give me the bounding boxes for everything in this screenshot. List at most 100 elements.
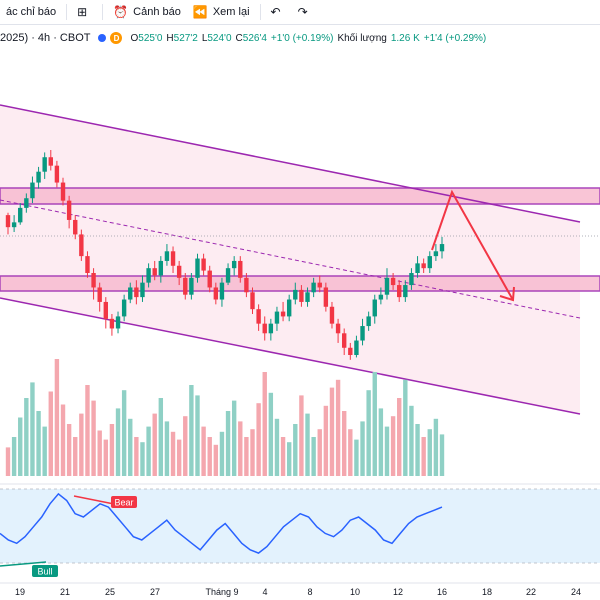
candle-body	[60, 182, 66, 201]
volume-bar	[341, 411, 347, 476]
candle-body	[250, 292, 255, 310]
volume-bar	[360, 421, 365, 476]
volume-bar	[103, 439, 109, 476]
candle-body	[152, 268, 157, 276]
symbol-title[interactable]: 2025) · 4h · CBOT	[0, 32, 91, 44]
volume-value: 1.26 K	[390, 32, 420, 44]
volume-bar	[66, 424, 72, 476]
bull-divergence-line	[0, 561, 47, 567]
volume-bar	[280, 437, 286, 476]
candle-body	[42, 157, 47, 172]
symbol-legend: 2025) · 4h · CBOT D O 525'0 H 527'2 L 52…	[0, 30, 486, 46]
x-axis-tick-label: 21	[60, 587, 70, 597]
redo-button[interactable]: ↷	[292, 0, 319, 24]
candle-body	[403, 285, 408, 298]
volume-bar	[274, 418, 280, 476]
volume-bar	[305, 413, 310, 476]
volume-bar	[219, 431, 225, 476]
x-axis-tick-label: 16	[437, 587, 447, 597]
volume-bar	[158, 398, 164, 476]
volume-bar	[366, 390, 371, 476]
volume-bar	[79, 413, 84, 476]
channel-lower-line	[0, 297, 581, 415]
candle-body	[73, 219, 78, 235]
candle-body	[409, 273, 414, 286]
candle-body	[97, 287, 102, 302]
candle-body	[5, 215, 11, 228]
candle-body	[262, 323, 267, 334]
volume-bar	[134, 437, 139, 476]
candle-body	[189, 277, 194, 295]
candle-body	[140, 282, 145, 298]
candle-body	[366, 316, 371, 327]
candle-body	[231, 260, 237, 269]
data-badge[interactable]: D	[110, 32, 123, 44]
candle-body	[293, 289, 298, 300]
volume-bar	[48, 391, 53, 476]
volume-bar	[42, 426, 47, 476]
change-value: +1'0 (+0.19%)	[270, 32, 334, 44]
candle-body	[286, 299, 292, 317]
candle-body	[183, 277, 188, 295]
candle-body	[360, 326, 365, 341]
volume-bar	[128, 418, 133, 476]
volume-bar	[140, 442, 145, 476]
candle-body	[305, 292, 310, 302]
candle-body	[317, 282, 322, 288]
volume-bar	[384, 426, 390, 476]
volume-bar	[24, 398, 29, 476]
volume-bar	[176, 439, 182, 476]
channel-mid-line	[0, 199, 581, 319]
volume-bar	[293, 424, 298, 476]
indicators-label: ác chỉ báo	[6, 6, 57, 18]
candle-body	[280, 311, 286, 317]
candle-body	[378, 294, 384, 300]
undo-button[interactable]: ↶	[265, 0, 292, 24]
candle-body	[207, 270, 212, 288]
high-value: 527'2	[173, 32, 198, 44]
volume-bar	[329, 387, 335, 476]
volume-bar	[91, 400, 96, 476]
indicators-button[interactable]: ác chỉ báo	[0, 0, 62, 24]
x-axis-tick-label: Tháng 9	[205, 587, 238, 597]
volume-bar	[348, 429, 353, 476]
x-axis-tick-label: 27	[150, 587, 160, 597]
volume-bar	[439, 434, 445, 476]
volume-label: Khối lượng	[337, 32, 387, 44]
open-value: 525'0	[138, 32, 163, 44]
candle-body	[91, 273, 96, 288]
candle-body	[348, 347, 353, 355]
replay-button[interactable]: ⏪ Xem lại	[187, 0, 256, 24]
volume-bar	[378, 408, 384, 476]
volume-bar	[299, 395, 304, 476]
volume-bar	[36, 411, 41, 476]
candle-body	[24, 198, 29, 208]
layout-grid-button[interactable]: ⊞	[71, 0, 98, 24]
market-status-dot	[98, 34, 107, 42]
toolbar-divider	[66, 4, 68, 20]
candle-body	[121, 299, 127, 317]
candle-body	[164, 251, 170, 261]
candle-body	[115, 316, 121, 329]
volume-bar	[109, 424, 115, 476]
x-axis-tick-label: 4	[262, 587, 267, 597]
candle-body	[335, 323, 341, 334]
candle-body	[48, 157, 53, 166]
candle-body	[354, 340, 359, 355]
x-axis-tick-label: 22	[526, 587, 536, 597]
open-label: O	[130, 32, 139, 44]
volume-bar	[225, 411, 231, 476]
candle-body	[201, 258, 206, 271]
volume-bar	[256, 403, 261, 476]
volume-change: +1'4 (+0.29%)	[423, 32, 487, 44]
x-axis-tick-label: 8	[307, 587, 312, 597]
candle-body	[421, 263, 426, 269]
candle-body	[219, 282, 225, 300]
volume-bar	[183, 416, 188, 476]
toolbar-divider	[102, 4, 104, 20]
candle-body	[329, 306, 335, 324]
alert-button[interactable]: ⏰ Cảnh báo	[107, 0, 187, 24]
candle-body	[244, 277, 249, 293]
candle-body	[274, 311, 280, 324]
